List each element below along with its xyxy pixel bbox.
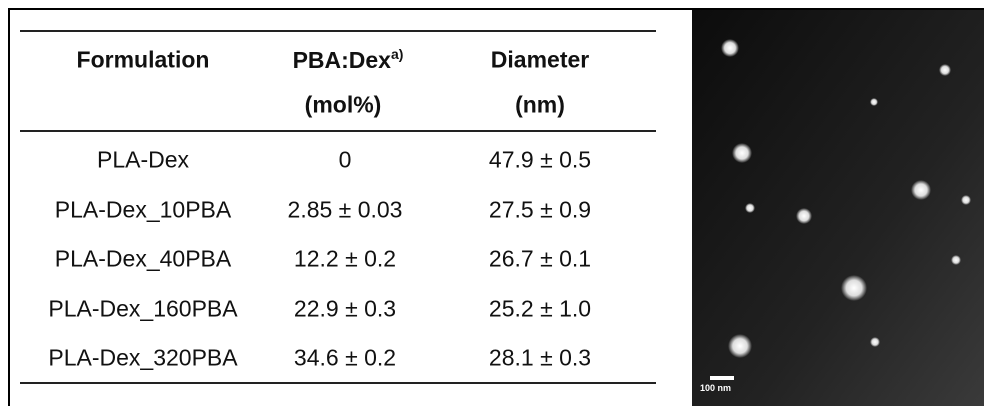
table-cell: 47.9 ± 0.5: [489, 147, 591, 174]
table-cell: 25.2 ± 1.0: [489, 295, 591, 322]
top-rule: [20, 30, 656, 32]
table-cell: 28.1 ± 0.3: [489, 345, 591, 372]
footnote-mark: a): [391, 46, 403, 62]
table-cell: PLA-Dex_10PBA: [55, 196, 231, 223]
column-unit: (nm): [515, 92, 565, 119]
table-cell: 2.85 ± 0.03: [288, 196, 403, 223]
table-cell: PLA-Dex: [97, 147, 189, 174]
table-cell: PLA-Dex_320PBA: [48, 345, 237, 372]
column-unit: (mol%): [305, 92, 382, 119]
micrograph: 100 nm: [692, 10, 984, 406]
scale-bar-label: 100 nm: [700, 383, 731, 393]
table-cell: 0: [339, 147, 352, 174]
page: {"table": { "columns": [ {"title": "Form…: [0, 0, 984, 406]
column-header: PBA:Dexa): [293, 46, 404, 74]
header-rule: [20, 130, 656, 132]
table-cell: 12.2 ± 0.2: [294, 246, 396, 273]
table-cell: PLA-Dex_160PBA: [48, 295, 237, 322]
frame-left: [8, 8, 10, 406]
table-cell: PLA-Dex_40PBA: [55, 246, 231, 273]
table-cell: 34.6 ± 0.2: [294, 345, 396, 372]
bottom-rule: [20, 382, 656, 384]
table-cell: 22.9 ± 0.3: [294, 295, 396, 322]
column-header: Diameter: [491, 47, 589, 74]
column-header: Formulation: [77, 47, 210, 74]
header-text: PBA:Dex: [293, 47, 391, 73]
table-cell: 27.5 ± 0.9: [489, 196, 591, 223]
table-cell: 26.7 ± 0.1: [489, 246, 591, 273]
